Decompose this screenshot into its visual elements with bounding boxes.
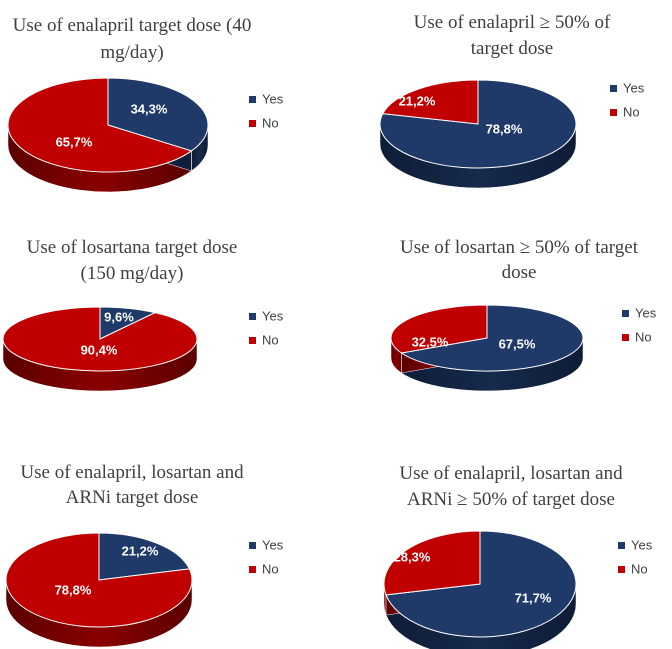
legend-label-yes: Yes (623, 80, 645, 95)
pie-chart-5: Use of enalapril, losartan and ARNi targe… (5, 462, 284, 648)
chart-title-line-1: Use of enalapril target dose (40 (13, 15, 252, 36)
chart-title-line-2: ARNi ≥ 50% of target dose (407, 489, 615, 510)
legend-label-no: No (635, 329, 652, 344)
legend-swatch-no (249, 566, 256, 573)
data-label-no: 21,2% (399, 93, 436, 108)
legend-label-yes: Yes (635, 305, 657, 320)
pie-chart-4: Use of losartan ≥ 50% of target dose 67,5%… (390, 237, 657, 392)
legend-swatch-no (618, 566, 625, 573)
chart-title-line-2: dose (502, 262, 537, 283)
chart-title-line-1: Use of enalapril, losartan and (399, 463, 623, 484)
chart-title-line-2: ARNi target dose (66, 487, 199, 508)
data-label-yes: 9,6% (104, 309, 134, 324)
pie-slice-yes (98, 532, 191, 581)
legend-label-yes: Yes (262, 537, 284, 552)
chart-title-line-2: target dose (471, 38, 554, 59)
chart-title-line-2: mg/day) (100, 42, 163, 63)
pie-chart-1: Use of enalapril target dose (40 mg/day) 3… (7, 15, 284, 193)
data-label-yes: 34,3% (131, 101, 168, 116)
legend-swatch-yes (622, 310, 629, 317)
pie-chart-2: Use of enalapril ≥ 50% of target dose 78,8… (379, 12, 645, 189)
legend-label-yes: Yes (262, 308, 284, 323)
pie-slice-yes (379, 79, 577, 169)
data-label-yes: 71,7% (515, 590, 552, 605)
data-label-no: 28,3% (394, 549, 431, 564)
data-label-no: 90,4% (81, 342, 118, 357)
legend-label-no: No (262, 332, 279, 347)
legend-swatch-yes (610, 85, 617, 92)
legend-swatch-yes (618, 542, 625, 549)
pie-slice-no (383, 530, 481, 596)
data-label-no: 78,8% (55, 582, 92, 597)
legend-label-yes: Yes (262, 91, 284, 106)
legend-swatch-no (249, 337, 256, 344)
pie-slice-no (2, 306, 198, 372)
legend-swatch-yes (249, 542, 256, 549)
pie-slice-no (390, 304, 488, 354)
chart-title-line-1: Use of losartan ≥ 50% of target (400, 237, 639, 258)
data-label-no: 32,5% (412, 334, 449, 349)
pie-slice-no (7, 77, 193, 173)
pie-slice-yes (400, 304, 584, 372)
legend-swatch-no (249, 120, 256, 127)
chart-title-line-1: Use of losartana target dose (27, 237, 238, 258)
pie-chart-3: Use of losartana target dose (150 mg/day)… (2, 237, 284, 392)
legend-label-yes: Yes (631, 537, 653, 552)
legend-label-no: No (262, 561, 279, 576)
data-label-yes: 78,8% (486, 121, 523, 136)
pie-slice-yes (385, 530, 577, 638)
data-label-yes: 21,2% (122, 543, 159, 558)
legend-swatch-yes (249, 313, 256, 320)
data-label-yes: 67,5% (499, 336, 536, 351)
pie-slice-no (381, 79, 479, 125)
legend-label-no: No (623, 104, 640, 119)
chart-title-line-1: Use of enalapril ≥ 50% of (414, 12, 611, 33)
legend-label-no: No (631, 561, 648, 576)
legend-label-no: No (262, 115, 279, 130)
legend-swatch-yes (249, 96, 256, 103)
legend-swatch-no (622, 334, 629, 341)
chart-title-line-2: (150 mg/day) (81, 263, 184, 284)
chart-title-line-1: Use of enalapril, losartan and (20, 462, 244, 483)
pie-slice-no (5, 532, 193, 628)
data-label-no: 65,7% (56, 134, 93, 149)
pie-chart-6: Use of enalapril, losartan and ARNi ≥ 50%… (383, 463, 653, 649)
legend-swatch-no (610, 109, 617, 116)
